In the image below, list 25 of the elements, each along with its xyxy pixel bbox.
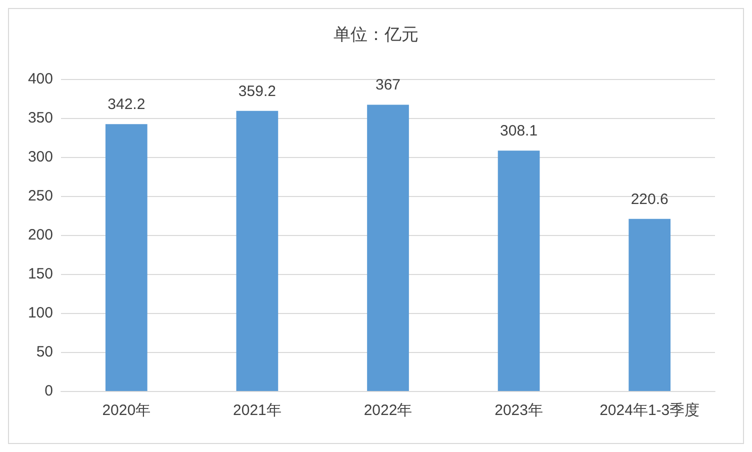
bar [498, 150, 540, 391]
bar [236, 110, 278, 391]
chart-title: 单位：亿元 [334, 25, 418, 44]
y-tick-label: 300 [28, 148, 53, 166]
x-tick-label: 2023年 [494, 402, 543, 419]
bar [105, 124, 148, 391]
x-tick-label: 2020年 [102, 402, 151, 419]
y-tick-label: 150 [28, 266, 53, 282]
data-label: 220.6 [630, 190, 668, 208]
y-tick-label: 250 [28, 188, 53, 204]
bar [628, 218, 671, 391]
y-tick-label: 100 [28, 304, 53, 322]
data-label: 308.1 [500, 122, 538, 140]
data-label: 367 [375, 76, 401, 94]
y-tick-label: 200 [28, 226, 53, 244]
x-tick-label: 2024年1-3季度 [600, 402, 700, 419]
y-tick-label: 350 [28, 110, 53, 126]
x-tick-label: 2021年 [233, 402, 282, 419]
y-tick-label: 0 [44, 382, 53, 400]
x-tick-label: 2022年 [364, 402, 412, 419]
y-tick-label: 50 [36, 344, 53, 360]
bar [367, 104, 409, 391]
data-label: 359.2 [238, 82, 276, 100]
data-label: 342.2 [108, 96, 146, 114]
y-tick-label: 400 [28, 70, 53, 88]
